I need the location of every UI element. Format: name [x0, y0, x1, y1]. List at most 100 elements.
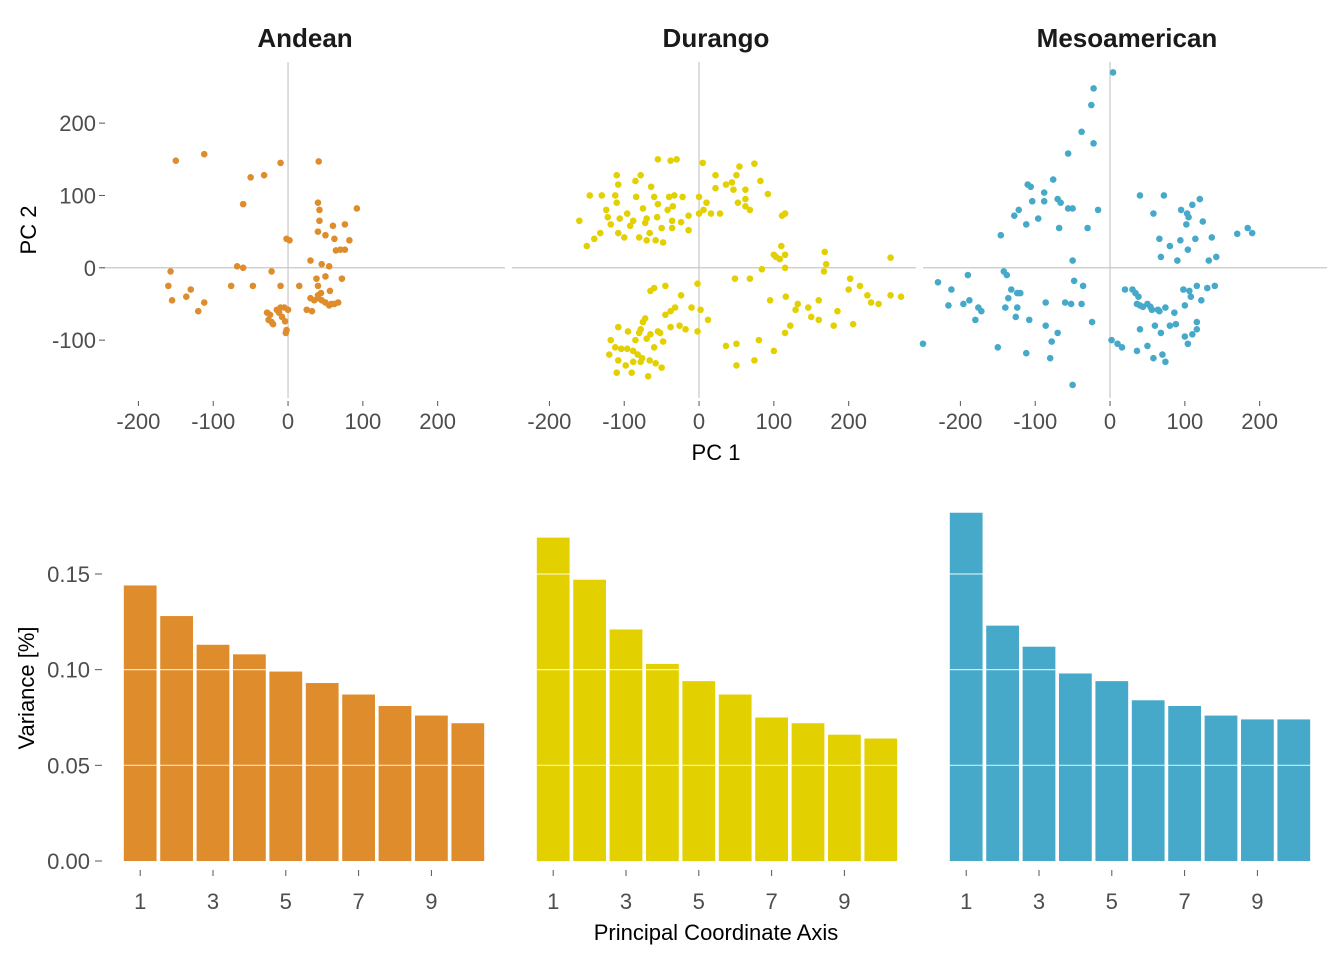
scatter-point: [1007, 286, 1015, 293]
scatter-point: [994, 344, 1002, 351]
scatter-point: [804, 304, 812, 311]
x-tick-label: 7: [1178, 889, 1190, 914]
scatter-point: [1049, 176, 1057, 183]
scatter-point: [632, 193, 640, 201]
scatter-point: [1022, 221, 1030, 228]
scatter-point: [662, 311, 669, 319]
scatter-panel-andean: Andean -200 -100 0 100 200 -100 0 100 200: [52, 23, 505, 434]
scatter-point: [668, 217, 676, 225]
scatter-point: [695, 193, 703, 201]
scatter-point: [1180, 286, 1187, 293]
bar-panel-mesoamerican: 1 3 5 7 9: [948, 512, 1312, 914]
scatter-point: [960, 300, 967, 308]
scatter-point: [1090, 140, 1097, 147]
scatter-point: [233, 263, 241, 270]
scatter-point: [688, 304, 695, 311]
scatter-point: [314, 199, 322, 206]
scatter-point: [1088, 318, 1096, 326]
scatter-point: [635, 234, 643, 241]
x-tick-label: 5: [280, 889, 292, 914]
scatter-point: [712, 171, 719, 179]
scatter-point: [697, 306, 704, 314]
x-tick-label: 3: [1033, 889, 1045, 914]
scatter-point: [1028, 197, 1036, 205]
variance-bar: [609, 629, 643, 861]
scatter-point: [815, 297, 823, 304]
x-tick-label: -200: [527, 409, 571, 434]
variance-bar: [828, 734, 861, 861]
scatter-point: [658, 364, 665, 371]
scatter-point: [699, 159, 707, 167]
bar-panel-andean: 1 3 5 7 9 0.00 0.05 0.10 0.15: [47, 562, 486, 914]
variance-bar: [1095, 681, 1129, 861]
variance-bar: [646, 663, 679, 861]
variance-bar: [864, 738, 898, 861]
variance-bar: [415, 715, 448, 861]
variance-bar: [1131, 700, 1165, 861]
scatter-point: [167, 268, 174, 275]
variance-bar: [573, 579, 606, 861]
x-tick-label: -100: [1013, 409, 1057, 434]
scatter-point: [695, 210, 703, 217]
scatter-point: [1064, 150, 1072, 157]
scatter-point: [733, 171, 740, 179]
x-axis-title: Principal Coordinate Axis: [594, 920, 839, 945]
scatter-point: [1156, 235, 1163, 243]
panel-title-mesoamerican: Mesoamerican: [1037, 23, 1218, 53]
x-tick-label: 9: [1251, 889, 1263, 914]
scatter-point: [1151, 322, 1159, 329]
scatter-point: [733, 362, 740, 369]
y-axis-title: Variance [%]: [14, 626, 39, 749]
scatter-point: [1156, 307, 1163, 315]
variance-bar: [305, 683, 339, 861]
scatter-point: [325, 263, 333, 270]
scatter-point: [662, 282, 669, 290]
scatter-point: [1248, 229, 1256, 237]
scatter-point: [282, 329, 290, 337]
x-tick-label: 1: [960, 889, 972, 914]
bar-panel-durango: 1 3 5 7 9: [535, 537, 899, 914]
scatter-point: [1048, 338, 1055, 345]
scatter-point: [598, 192, 606, 199]
scatter-point: [637, 358, 644, 366]
variance-bar: [536, 537, 570, 861]
x-tick-label: 3: [207, 889, 219, 914]
scatter-point: [607, 336, 615, 344]
scatter-point: [781, 264, 789, 272]
scatter-point: [607, 221, 615, 228]
scatter-point: [634, 351, 641, 358]
scatter-point: [647, 183, 655, 191]
scatter-point: [1193, 318, 1201, 326]
scatter-point: [614, 323, 622, 331]
scatter-point: [623, 210, 631, 217]
scatter-point: [742, 202, 749, 210]
scatter-point: [746, 275, 754, 282]
scatter-point: [659, 338, 667, 345]
scatter-point: [1084, 224, 1091, 232]
scatter-point: [1193, 282, 1201, 290]
scatter-point: [647, 331, 654, 338]
scatter-point: [1003, 271, 1011, 279]
y-tick-label: 0.00: [47, 849, 90, 874]
scatter-point: [646, 229, 653, 237]
scatter-point: [716, 210, 724, 217]
scatter-point: [613, 171, 621, 179]
scatter-point: [1166, 322, 1174, 329]
scatter-point: [1040, 197, 1048, 205]
scatter-point: [1055, 224, 1063, 232]
scatter-point: [307, 257, 314, 264]
variance-bar: [233, 654, 266, 861]
scatter-point: [864, 291, 871, 299]
y-tick-label: 100: [59, 183, 96, 208]
scatter-point: [643, 236, 650, 244]
y-tick-label: -100: [52, 328, 96, 353]
scatter-point: [1171, 309, 1178, 316]
scatter-point: [632, 177, 639, 185]
scatter-point: [641, 219, 649, 227]
scatter-point: [622, 362, 630, 369]
scatter-point: [334, 299, 342, 306]
scatter-point: [778, 242, 785, 250]
scatter-point: [712, 184, 719, 192]
scatter-point: [1183, 221, 1190, 228]
scatter-point: [635, 329, 643, 337]
